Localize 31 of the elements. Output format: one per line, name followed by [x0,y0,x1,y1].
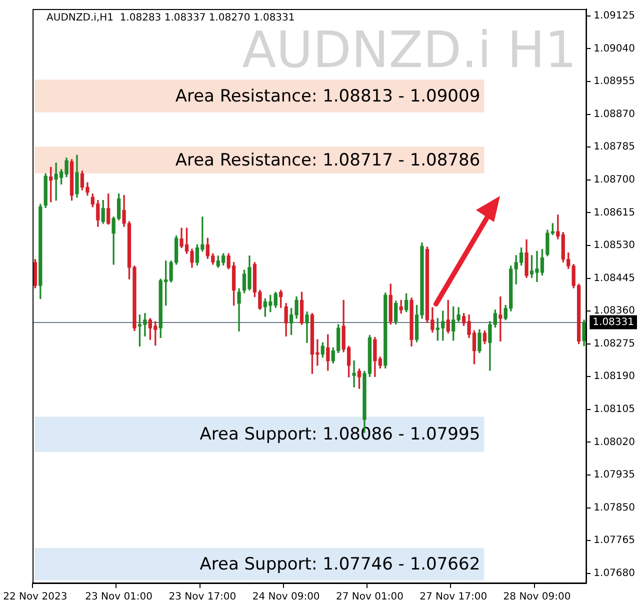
x-tick-label: 22 Nov 2023 [3,592,68,603]
y-tick-label: 1.07935 [594,470,636,481]
band-label: Area Resistance: 1.08717 - 1.08786 [175,150,480,170]
y-tick-label: 1.08955 [594,76,636,88]
y-tick-label: 1.08615 [594,207,636,218]
band-label: Area Resistance: 1.08813 - 1.09009 [175,86,480,106]
y-tick-label: 1.08360 [594,306,636,317]
band-label: Area Support: 1.07746 - 1.07662 [200,554,480,575]
ref-line-label: 1.08331 [592,316,634,328]
x-tick-label: 28 Nov 09:00 [503,592,571,603]
band-label: Area Support: 1.08086 - 1.07995 [200,424,480,445]
y-tick-label: 1.08020 [594,436,636,448]
x-tick-label: 27 Nov 17:00 [420,592,488,603]
x-tick-label: 27 Nov 01:00 [336,592,404,603]
y-tick-label: 1.09040 [594,43,636,54]
y-tick-label: 1.07850 [594,502,636,514]
x-tick-label: 24 Nov 09:00 [252,592,320,603]
y-tick-label: 1.08700 [594,174,636,186]
y-tick-label: 1.07765 [594,535,636,546]
y-tick-label: 1.08105 [594,404,636,416]
annotation: AUDNZD.i,H1 1.08283 1.08337 1.08270 1.08331 [46,12,295,24]
y-tick-label: 1.08785 [594,142,636,153]
y-tick-label: 1.08530 [594,240,636,252]
y-tick-label: 1.07680 [594,568,636,579]
x-tick-label: 23 Nov 01:00 [85,592,153,603]
y-tick-label: 1.08445 [594,272,636,284]
x-tick-label: 23 Nov 17:00 [168,592,236,603]
y-tick-label: 1.08190 [594,371,636,382]
y-tick-label: 1.09125 [594,10,636,22]
y-tick-label: 1.08870 [594,108,636,120]
y-tick-label: 1.08275 [594,338,636,350]
